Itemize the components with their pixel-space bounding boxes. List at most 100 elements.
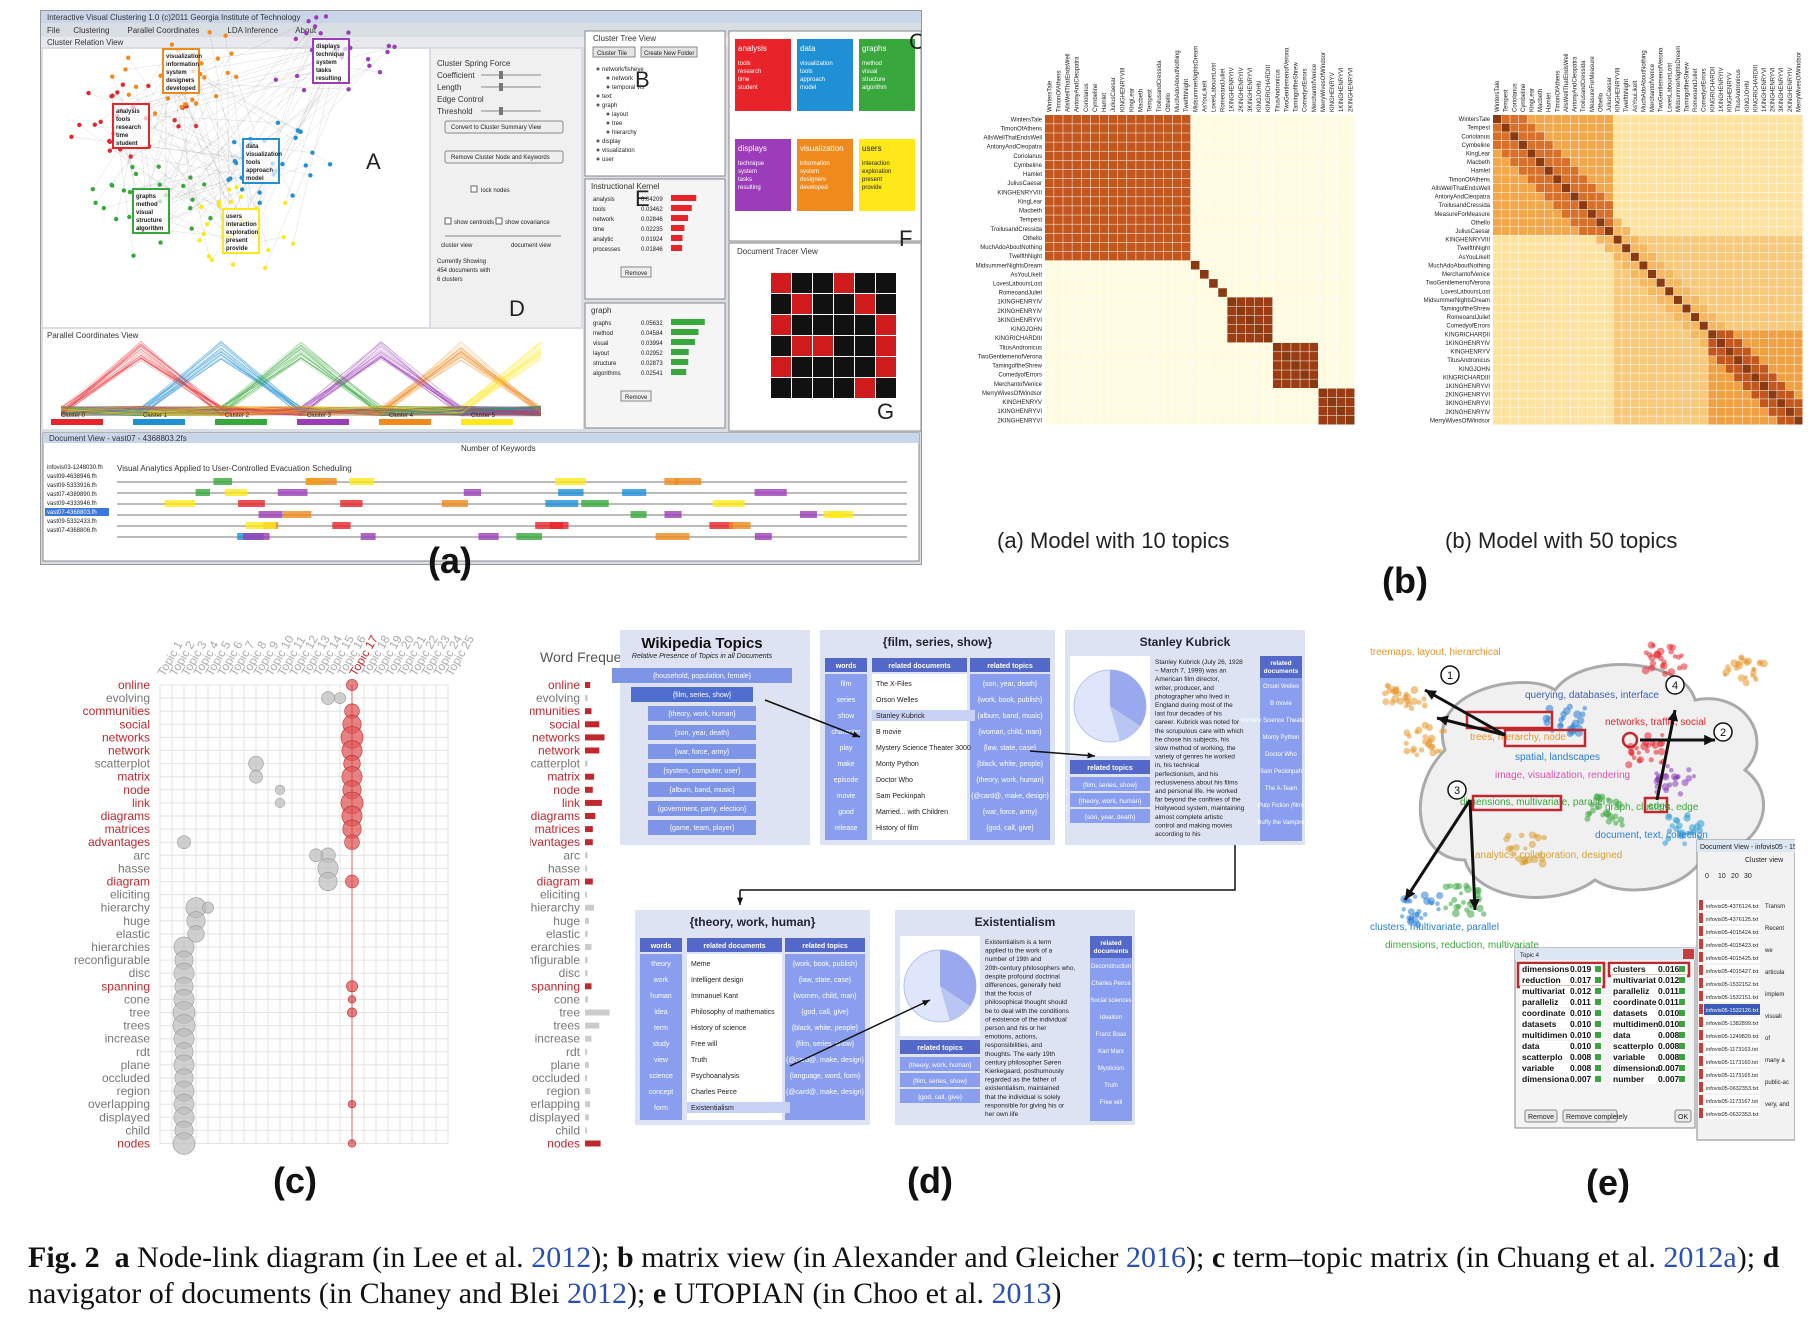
document-point[interactable] — [1401, 907, 1406, 912]
graph-node[interactable] — [327, 162, 333, 167]
document-point[interactable] — [1427, 743, 1436, 751]
document-point[interactable] — [1505, 845, 1513, 853]
film-box-topic[interactable]: {black, white, people} — [977, 761, 1044, 768]
kubrick-box-related-topic[interactable]: {theory, work, human} — [1079, 798, 1143, 805]
graph-node[interactable] — [206, 254, 212, 259]
term-label[interactable]: occluded — [102, 1071, 150, 1085]
film-box-doc[interactable]: Sam Peckinpah — [876, 793, 925, 800]
document-point[interactable] — [1685, 775, 1693, 782]
term-topic-bubble[interactable] — [318, 871, 338, 891]
doc-list-item[interactable] — [45, 463, 109, 471]
term-topic-bubble[interactable] — [248, 755, 264, 772]
tree-item[interactable]: graph — [602, 103, 617, 109]
document-point[interactable] — [1480, 911, 1487, 917]
document-point[interactable] — [1656, 647, 1665, 656]
graph-node[interactable] — [107, 139, 113, 145]
tree-item[interactable]: text — [602, 94, 612, 100]
term-label[interactable]: overlapping — [88, 1097, 150, 1111]
document-point[interactable] — [1391, 688, 1399, 696]
document-point[interactable] — [1573, 710, 1582, 719]
document-point[interactable] — [1439, 728, 1445, 734]
graph-node[interactable] — [275, 120, 281, 126]
topic-cluster-label[interactable]: querying, databases, interface — [1525, 690, 1659, 701]
theory-box-doc[interactable]: Free will — [691, 1041, 718, 1048]
document-point[interactable] — [1677, 791, 1684, 797]
graph-node[interactable] — [130, 164, 135, 170]
graph-node[interactable] — [229, 51, 234, 56]
tree-item[interactable]: network — [612, 76, 634, 82]
graph-node[interactable] — [127, 214, 132, 220]
graph-node[interactable] — [133, 84, 139, 90]
tree-item[interactable]: visualization — [602, 148, 635, 154]
document-point[interactable] — [1661, 783, 1670, 791]
document-point[interactable] — [1584, 815, 1591, 822]
slider-handle[interactable] — [499, 83, 503, 91]
document-list-item[interactable] — [1704, 939, 1760, 950]
topic-term[interactable]: reduction — [1522, 975, 1561, 985]
cluster-tile[interactable] — [735, 139, 791, 211]
document-point[interactable] — [1610, 816, 1615, 822]
document-list-item[interactable] — [1704, 1108, 1760, 1119]
kubrick-box-related-doc[interactable]: Orson Welles — [1263, 684, 1299, 690]
graph-node[interactable] — [133, 171, 139, 177]
document-point[interactable] — [1474, 886, 1482, 895]
document-list-item[interactable] — [1704, 991, 1760, 1002]
existentialism-box-related-doc[interactable]: Free will — [1100, 1100, 1122, 1106]
document-point[interactable] — [1636, 758, 1642, 764]
graph-node[interactable] — [205, 221, 210, 227]
document-point[interactable] — [1669, 767, 1674, 773]
tree-item[interactable]: layout — [612, 112, 628, 118]
document-point[interactable] — [1422, 912, 1428, 917]
document-point[interactable] — [1741, 657, 1748, 664]
document-point[interactable] — [1594, 802, 1603, 810]
document-point[interactable] — [1625, 761, 1633, 769]
document-point[interactable] — [1448, 901, 1454, 907]
term-label[interactable]: matrices — [105, 822, 150, 836]
term-topic-bubble[interactable] — [309, 848, 323, 863]
existentialism-box-related-doc[interactable]: Charles Peirce — [1091, 981, 1131, 987]
film-box-topic[interactable]: {law, state, case} — [984, 745, 1037, 752]
topic-cluster-label[interactable]: graph, clusters, edge — [1605, 802, 1699, 813]
graph-node[interactable] — [238, 194, 244, 200]
document-point[interactable] — [1659, 662, 1668, 670]
term-label[interactable]: hierarchy — [101, 901, 150, 915]
document-point[interactable] — [1408, 705, 1415, 712]
cluster-legend-swatch[interactable] — [379, 419, 431, 425]
document-point[interactable] — [1528, 840, 1536, 849]
graph-node[interactable] — [290, 193, 295, 198]
topic-cluster-label[interactable]: treemaps, layout, hierarchical — [1370, 647, 1501, 658]
graph-node[interactable] — [69, 134, 74, 139]
document-point[interactable] — [1657, 740, 1664, 748]
document-point[interactable] — [1407, 908, 1415, 916]
cluster-legend-swatch[interactable] — [297, 419, 349, 425]
graph-node[interactable] — [232, 158, 238, 164]
term-topic-bubble[interactable] — [321, 691, 335, 705]
kubrick-box-related-doc[interactable]: Buffy the Vampire — [1257, 820, 1305, 826]
topic-cluster-label[interactable]: trees, hierarchy, node — [1470, 732, 1566, 743]
term-label[interactable]: social — [119, 717, 150, 731]
document-point[interactable] — [1515, 855, 1523, 863]
topic-term[interactable]: variable — [1522, 1063, 1554, 1073]
document-list-item[interactable] — [1704, 965, 1760, 976]
document-point[interactable] — [1657, 748, 1666, 756]
document-point[interactable] — [1653, 749, 1659, 755]
document-point[interactable] — [1412, 894, 1418, 899]
topic-term[interactable]: dimensiona — [1613, 1063, 1661, 1073]
caption-b-year[interactable]: 2016 — [1126, 1241, 1187, 1274]
document-point[interactable] — [1660, 733, 1665, 738]
cluster-tile[interactable] — [735, 39, 791, 111]
existentialism-box-related-doc[interactable]: Social sciences — [1090, 998, 1131, 1004]
graph-node[interactable] — [172, 118, 177, 123]
cluster-keyword-box[interactable] — [132, 188, 170, 234]
document-point[interactable] — [1541, 834, 1547, 841]
graph-node[interactable] — [197, 238, 202, 243]
document-point[interactable] — [1558, 717, 1564, 723]
graph-node[interactable] — [392, 44, 397, 50]
document-point[interactable] — [1403, 740, 1409, 746]
kubrick-box-related-doc[interactable]: Pulp Fiction (film) — [1258, 803, 1304, 809]
menu-item-0[interactable]: File — [47, 26, 60, 35]
cluster-keyword-box[interactable] — [222, 208, 260, 254]
tree-item[interactable]: network/fisheye — [602, 67, 644, 73]
document-point[interactable] — [1684, 812, 1691, 819]
lock-checkbox[interactable] — [470, 185, 478, 193]
